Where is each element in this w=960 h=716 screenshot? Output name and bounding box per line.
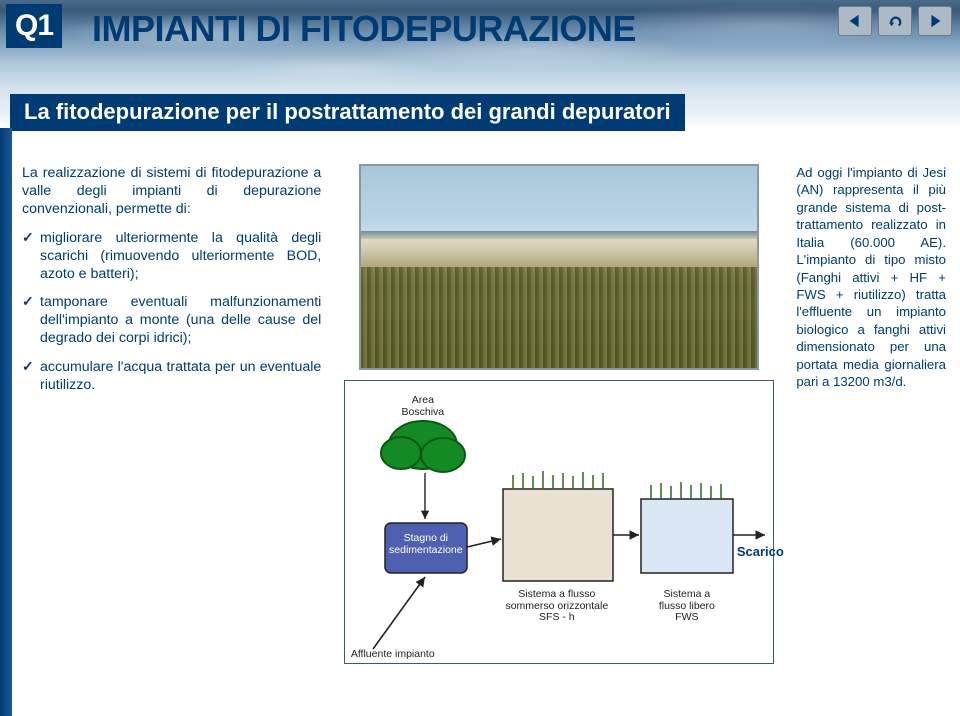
intro-text: La realizzazione di sistemi di fitodepur… — [22, 164, 321, 219]
bullet-item: accumulare l'acqua trattata per un event… — [22, 358, 321, 394]
left-column: La realizzazione di sistemi di fitodepur… — [22, 164, 321, 698]
page-title: IMPIANTI DI FITODEPURAZIONE — [92, 8, 636, 50]
diagram-label: Scarico — [737, 545, 783, 559]
diagram-label: Affluente impianto — [351, 649, 471, 661]
subtitle: La fitodepurazione per il postrattamento… — [10, 94, 685, 131]
middle-column: AreaBoschiva Stagno disedimentazione Sis… — [339, 164, 778, 698]
page-badge: Q1 — [6, 4, 62, 48]
nav-prev-button[interactable] — [838, 6, 872, 36]
process-diagram: AreaBoschiva Stagno disedimentazione Sis… — [344, 380, 774, 664]
nav-next-button[interactable] — [918, 6, 952, 36]
site-photo — [359, 164, 759, 370]
bullet-list: migliorare ulteriormente la qualità degl… — [22, 229, 321, 394]
diagram-label: AreaBoschiva — [401, 395, 445, 418]
content-area: La realizzazione di sistemi di fitodepur… — [22, 164, 946, 698]
right-column: Ad oggi l'impianto di Jesi (AN) rapprese… — [796, 164, 946, 698]
diagram-label: Stagno disedimentazione — [381, 533, 471, 556]
bullet-item: tamponare eventuali malfunzionamenti del… — [22, 293, 321, 348]
triangle-right-icon — [926, 12, 944, 30]
header-banner: Q1 IMPIANTI DI FITODEPURAZIONE La fitode… — [0, 0, 960, 128]
diagram-label: Sistema aflusso liberoFWS — [641, 589, 733, 624]
diagram-label: Sistema a flussosommerso orizzontaleSFS … — [495, 589, 619, 624]
left-border — [0, 128, 12, 716]
triangle-left-icon — [846, 12, 864, 30]
bullet-item: migliorare ulteriormente la qualità degl… — [22, 229, 321, 284]
return-icon — [886, 12, 904, 30]
nav-controls — [838, 6, 952, 36]
nav-return-button[interactable] — [878, 6, 912, 36]
